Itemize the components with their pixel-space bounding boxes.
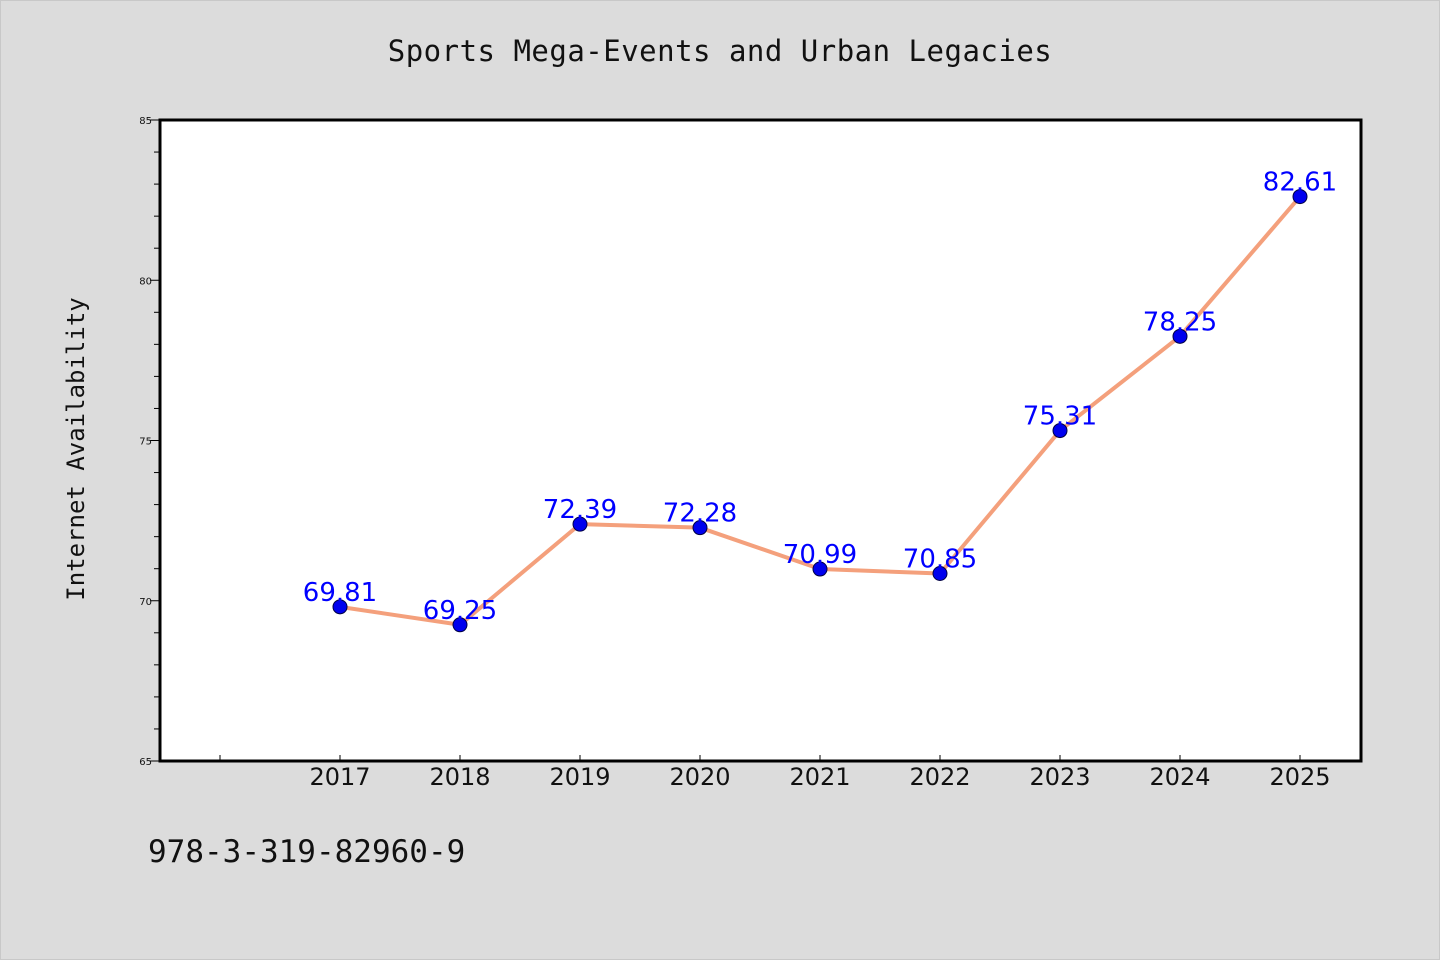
data-label: 75.31 [1023, 402, 1097, 432]
data-point [572, 516, 588, 532]
y-tick-label: 70 [139, 597, 152, 608]
y-axis-ticks: 65 70 75 80 85 [139, 116, 160, 768]
data-label: 69.81 [303, 578, 377, 608]
data-label: 70.85 [903, 545, 977, 575]
data-point [1052, 423, 1068, 439]
x-tick-label: 2022 [909, 763, 970, 791]
data-point [452, 617, 468, 633]
data-label: 82.61 [1263, 168, 1337, 198]
data-point [932, 566, 948, 582]
chart-title: Sports Mega-Events and Urban Legacies [387, 34, 1053, 68]
data-point [1172, 328, 1188, 344]
x-tick-label: 2025 [1269, 763, 1330, 791]
x-tick-label: 2021 [789, 763, 850, 791]
data-point [692, 520, 708, 536]
data-point [332, 599, 348, 615]
isbn-footer: 978-3-319-82960-9 [148, 834, 466, 870]
x-tick-label: 2020 [669, 763, 730, 791]
data-label: 72.39 [543, 495, 617, 525]
x-tick-label: 2017 [309, 763, 370, 791]
x-tick-label: 2019 [549, 763, 610, 791]
data-label: 72.28 [663, 499, 737, 529]
data-label: 78.25 [1143, 307, 1217, 337]
y-tick-label: 80 [139, 276, 152, 287]
x-tick-label: 2024 [1149, 763, 1210, 791]
x-tick-label: 2018 [429, 763, 490, 791]
data-label: 69.25 [423, 596, 497, 626]
series-group [332, 189, 1308, 633]
y-tick-label: 85 [139, 116, 152, 127]
x-axis-ticks: 2017 2018 2019 2020 2021 2022 2023 2024 2025 [219, 755, 1331, 791]
plot-area [158, 118, 1363, 763]
y-tick-label: 75 [139, 437, 152, 448]
data-point [1292, 189, 1308, 205]
y-tick-label: 65 [139, 757, 152, 768]
data-label: 70.99 [783, 540, 857, 570]
x-tick-label: 2023 [1029, 763, 1090, 791]
data-point [812, 561, 828, 577]
data-labels: 69.81 69.25 72.39 72.28 70.99 70.85 75.31 78.25… [303, 168, 1337, 626]
